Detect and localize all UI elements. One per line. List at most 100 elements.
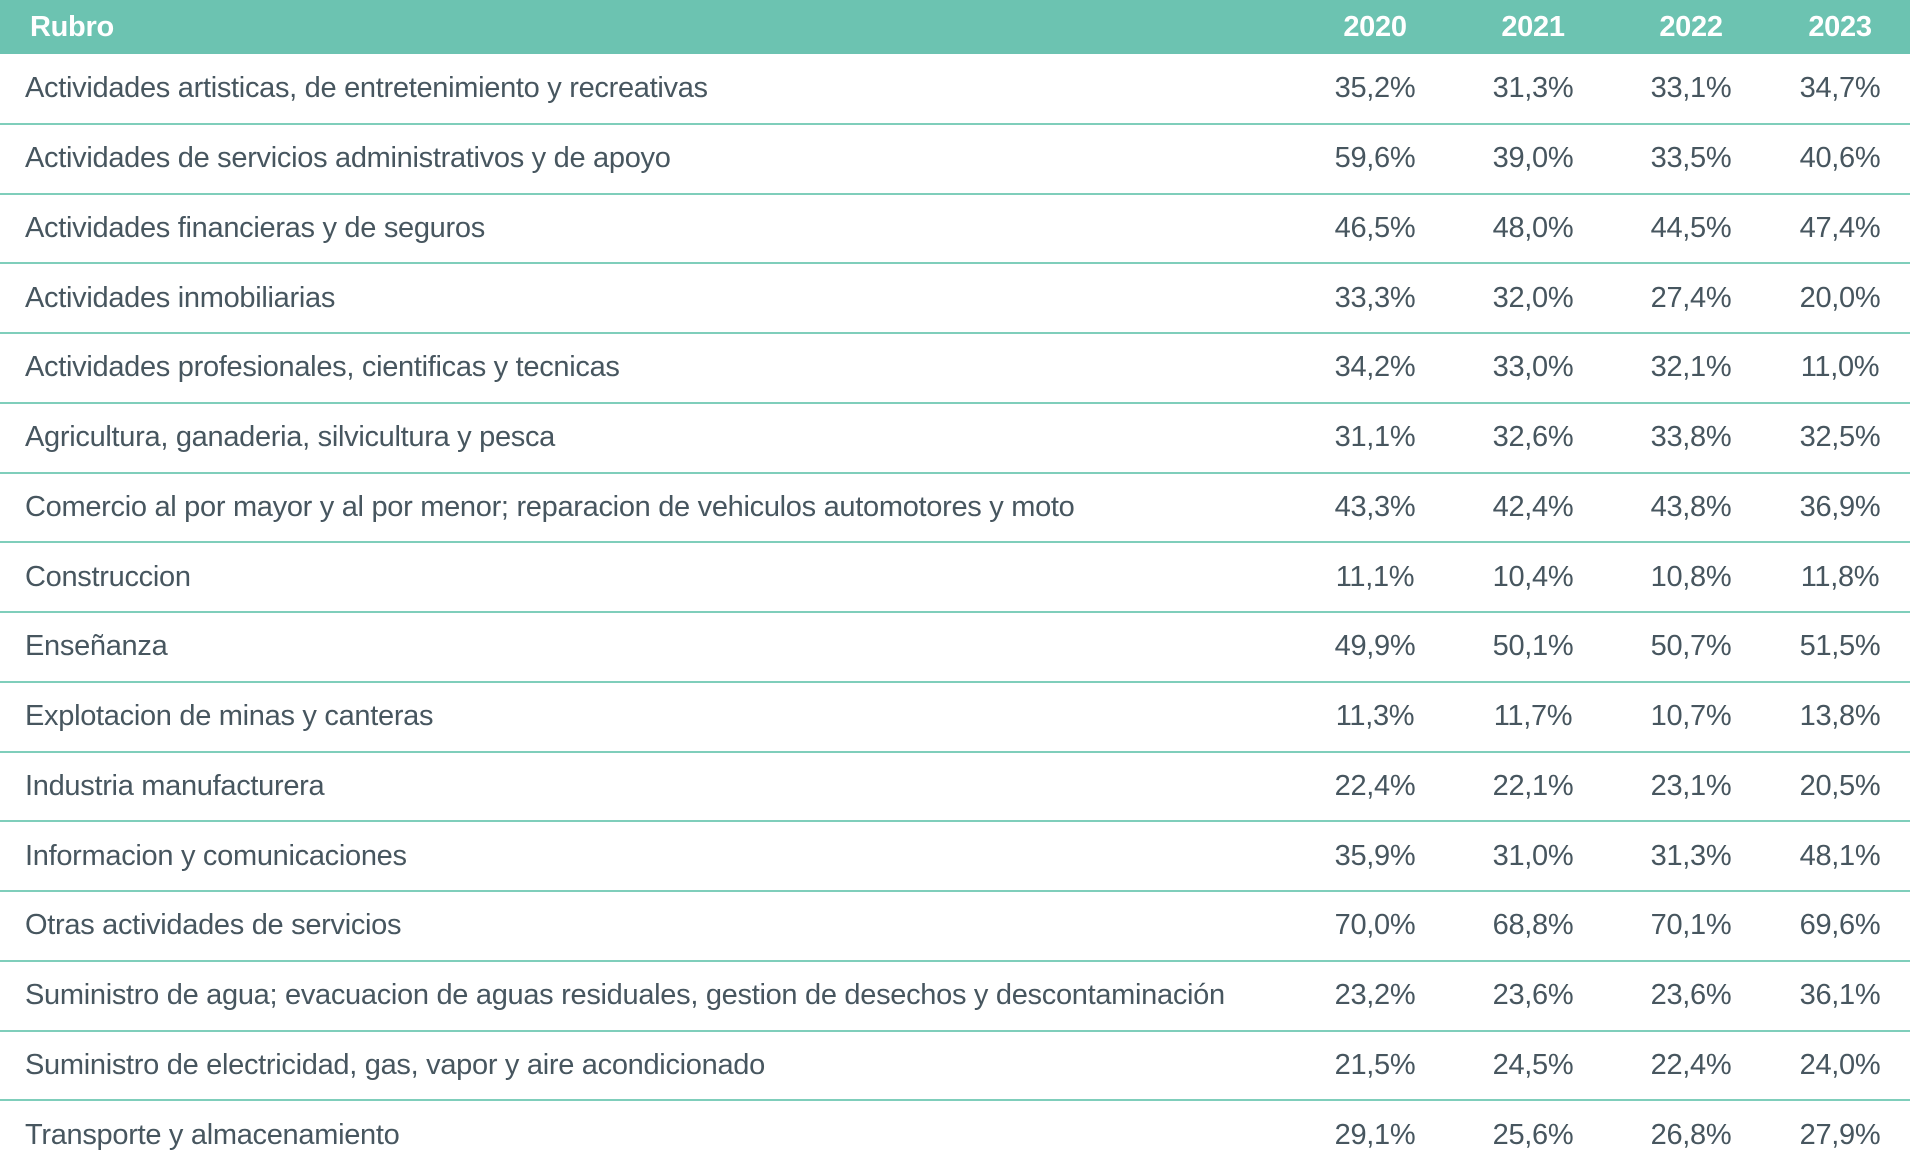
- table-row: Actividades financieras y de seguros 46,5…: [0, 193, 1910, 265]
- value-cell-2021: 24,5%: [1454, 1030, 1612, 1102]
- table-header: Rubro 2020 2021 2022 2023: [0, 0, 1910, 54]
- table-row: Agricultura, ganaderia, silvicultura y p…: [0, 402, 1910, 474]
- table-row: Informacion y comunicaciones 35,9% 31,0% 31…: [0, 821, 1910, 892]
- value-cell-2021: 33,0%: [1454, 333, 1612, 404]
- value-cell-2021: 32,6%: [1454, 402, 1612, 474]
- value-cell-2020: 21,5%: [1296, 1030, 1454, 1102]
- value-cell-2022: 10,8%: [1612, 542, 1770, 613]
- value-cell-2023: 47,4%: [1770, 193, 1910, 265]
- rubro-cell: Industria manufacturera: [0, 751, 1296, 823]
- rubro-cell: Suministro de electricidad, gas, vapor y…: [0, 1030, 1296, 1102]
- rubro-cell: Enseñanza: [0, 612, 1296, 683]
- value-cell-2021: 68,8%: [1454, 891, 1612, 962]
- value-cell-2020: 59,6%: [1296, 123, 1454, 195]
- value-cell-2021: 32,0%: [1454, 263, 1612, 334]
- value-cell-2023: 11,0%: [1770, 333, 1910, 404]
- value-cell-2022: 70,1%: [1612, 891, 1770, 962]
- value-cell-2022: 23,6%: [1612, 960, 1770, 1032]
- value-cell-2022: 26,8%: [1650, 1119, 1732, 1152]
- rubro-cell: Actividades profesionales, cientificas y…: [0, 333, 1296, 404]
- value-cell-2021: 22,1%: [1454, 751, 1612, 823]
- table-row: Actividades de servicios administrativos…: [0, 123, 1910, 195]
- column-header-2021: 2021: [1454, 0, 1612, 54]
- value-cell-2023: 51,5%: [1770, 612, 1910, 683]
- table-row: Otras actividades de servicios 70,0% 68,8%…: [0, 891, 1910, 962]
- value-cell-2022: 44,5%: [1612, 193, 1770, 265]
- value-cell-2020: 35,2%: [1296, 54, 1454, 125]
- value-cell-2020: 31,1%: [1296, 402, 1454, 474]
- value-cell-2022: 33,5%: [1612, 123, 1770, 195]
- value-cell-2022: 33,8%: [1612, 402, 1770, 474]
- table-row: Actividades inmobiliarias 33,3% 32,0% 27,4%…: [0, 263, 1910, 334]
- value-cell-2022: 23,1%: [1612, 751, 1770, 823]
- table-row: Explotacion de minas y canteras 11,3% 11,7…: [0, 681, 1910, 753]
- table-row: Suministro de electricidad, gas, vapor y…: [0, 1030, 1910, 1102]
- value-cell-2023: 20,5%: [1770, 751, 1910, 823]
- value-cell-2023: 40,6%: [1770, 123, 1910, 195]
- value-cell-2021: 48,0%: [1454, 193, 1612, 265]
- value-cell-2022: 10,7%: [1612, 681, 1770, 753]
- rubro-cell: Actividades artisticas, de entretenimien…: [0, 54, 1296, 125]
- value-cell-2021: 42,4%: [1454, 472, 1612, 544]
- table-row: Construccion 11,1% 10,4% 10,8% 11,8%: [0, 542, 1910, 613]
- table-row: Industria manufacturera 22,4% 22,1% 23,1% 20…: [0, 751, 1910, 823]
- value-cell-2022: 22,4%: [1612, 1030, 1770, 1102]
- header-row: Rubro 2020 2021 2022 2023: [0, 0, 1910, 54]
- column-header-2020: 2020: [1296, 0, 1454, 54]
- value-cell-2020: 35,9%: [1296, 821, 1454, 892]
- value-cell-2021: 31,3%: [1454, 54, 1612, 125]
- rubro-cell: Comercio al por mayor y al por menor; re…: [0, 472, 1296, 544]
- value-cell-2023: 20,0%: [1770, 263, 1910, 334]
- value-cell-2021: 31,0%: [1454, 821, 1612, 892]
- rubro-cell: Explotacion de minas y canteras: [0, 681, 1296, 753]
- value-cell-2020: 11,3%: [1296, 681, 1454, 753]
- rubro-cell: Agricultura, ganaderia, silvicultura y p…: [0, 402, 1296, 474]
- rubro-cell: Informacion y comunicaciones: [0, 821, 1296, 892]
- value-cell-2023: 32,5%: [1770, 402, 1910, 474]
- value-cell-2020: 34,2%: [1296, 333, 1454, 404]
- value-cell-2020: 11,1%: [1296, 542, 1454, 613]
- rubro-cell: Otras actividades de servicios: [0, 891, 1296, 962]
- table-row: Actividades profesionales, cientificas y…: [0, 333, 1910, 404]
- value-cell-2023: 11,8%: [1770, 542, 1910, 613]
- value-cell-2020: 29,1%: [1334, 1119, 1416, 1152]
- table-row: Comercio al por mayor y al por menor; re…: [0, 472, 1910, 544]
- value-cell-2021: 10,4%: [1454, 542, 1612, 613]
- table-row: Suministro de agua; evacuacion de aguas …: [0, 960, 1910, 1032]
- value-cell-2020: 70,0%: [1296, 891, 1454, 962]
- value-cell-2020: 33,3%: [1296, 263, 1454, 334]
- rubro-cell: Construccion: [0, 542, 1296, 613]
- value-cell-2023: 36,1%: [1770, 960, 1910, 1032]
- rubro-cell: Transporte y almacenamiento: [25, 1119, 400, 1152]
- table-row: Transporte y almacenamiento 29,1% 25,6% 26,…: [0, 1100, 1910, 1170]
- value-cell-2021: 39,0%: [1454, 123, 1612, 195]
- value-cell-2022: 33,1%: [1612, 54, 1770, 125]
- value-cell-2023: 48,1%: [1770, 821, 1910, 892]
- rubro-cell: Actividades inmobiliarias: [0, 263, 1296, 334]
- value-cell-2020: 43,3%: [1296, 472, 1454, 544]
- value-cell-2023: 34,7%: [1770, 54, 1910, 125]
- table-body: Actividades artisticas, de entretenimien…: [0, 54, 1910, 1170]
- value-cell-2023: 36,9%: [1770, 472, 1910, 544]
- table-row: Enseñanza 49,9% 50,1% 50,7% 51,5%: [0, 612, 1910, 683]
- value-cell-2022: 27,4%: [1612, 263, 1770, 334]
- column-header-2023: 2023: [1770, 0, 1910, 54]
- value-cell-2021: 11,7%: [1454, 681, 1612, 753]
- rubro-cell: Actividades de servicios administrativos…: [0, 123, 1296, 195]
- value-cell-2023: 69,6%: [1770, 891, 1910, 962]
- column-header-rubro: Rubro: [0, 0, 1296, 54]
- value-cell-2022: 31,3%: [1612, 821, 1770, 892]
- value-cell-2021: 25,6%: [1492, 1119, 1574, 1152]
- table-row: Actividades artisticas, de entretenimien…: [0, 54, 1910, 125]
- rubro-cell: Suministro de agua; evacuacion de aguas …: [0, 960, 1296, 1032]
- value-cell-2022: 50,7%: [1612, 612, 1770, 683]
- value-cell-2020: 46,5%: [1296, 193, 1454, 265]
- rubro-cell: Actividades financieras y de seguros: [0, 193, 1296, 265]
- value-cell-2020: 49,9%: [1296, 612, 1454, 683]
- value-cell-2023: 24,0%: [1770, 1030, 1910, 1102]
- column-header-2022: 2022: [1612, 0, 1770, 54]
- value-cell-2022: 32,1%: [1612, 333, 1770, 404]
- value-cell-2023: 13,8%: [1770, 681, 1910, 753]
- value-cell-2022: 43,8%: [1612, 472, 1770, 544]
